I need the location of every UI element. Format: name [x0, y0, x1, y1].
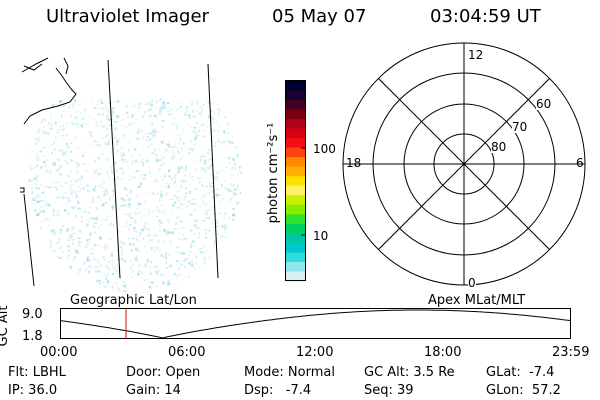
- mlt-label-12: 12: [468, 48, 484, 62]
- date-label: 05 May 07: [272, 6, 367, 27]
- color-scale-block: [286, 233, 306, 244]
- color-scale-block: [286, 185, 306, 196]
- color-scale-block: [286, 128, 306, 139]
- status-gain: Gain: 14: [126, 383, 181, 398]
- mlt-label-18: 18: [346, 156, 362, 170]
- status-glat: GLat: -7.4: [486, 365, 555, 380]
- instrument-title: Ultraviolet Imager: [46, 6, 209, 27]
- meridian-lines: [23, 59, 219, 287]
- colorbar-tick-10: 10: [313, 229, 329, 243]
- orbit-altitude-plot: [60, 308, 571, 339]
- color-scale-block: [286, 138, 306, 149]
- timeline-xtick-0600: 06:00: [168, 345, 206, 360]
- timeline-xtick-0000: 00:00: [40, 345, 78, 360]
- color-scale-block: [286, 204, 306, 215]
- color-scale-block: [286, 223, 306, 234]
- status-seq: Seq: 39: [364, 383, 414, 398]
- color-scale-block: [286, 242, 306, 254]
- status-mode: Mode: Normal: [244, 365, 335, 380]
- timeline-xtick-2359: 23:59: [552, 345, 590, 360]
- color-scale-frame: [285, 80, 306, 281]
- apex-panel-label: Apex MLat/MLT: [428, 293, 526, 308]
- status-dsp: Dsp: -7.4: [244, 383, 312, 398]
- color-scale-block: [286, 214, 306, 225]
- color-scale-block: [286, 252, 306, 263]
- color-scale-block: [286, 176, 306, 187]
- polar-mlt-plot: [342, 42, 586, 286]
- mlt-label-0: 0: [468, 276, 476, 290]
- mlat-label-60: 60: [536, 97, 552, 111]
- timeline-frame: [60, 308, 571, 339]
- status-glon: GLon: 57.2: [486, 383, 561, 398]
- status-door: Door: Open: [126, 365, 201, 380]
- mlat-label-70: 70: [512, 120, 528, 134]
- color-scale-block: [286, 81, 306, 92]
- orbit-altitude-curve: [60, 309, 571, 339]
- polar-diagonal-b: [378, 78, 550, 250]
- status-ip: IP: 36.0: [8, 383, 58, 398]
- color-scale-block: [286, 100, 306, 111]
- timeline-axis-label: GC Alt: [0, 305, 11, 347]
- timeline-xtick-1800: 18:00: [424, 345, 462, 360]
- timeline-ytick-high: 9.0: [22, 307, 43, 322]
- colorbar-tick-100: 100: [313, 142, 336, 156]
- color-scale-block: [286, 90, 306, 101]
- mlt-label-6: 6: [576, 156, 584, 170]
- color-scale-block: [286, 147, 306, 158]
- color-scale-block: [286, 119, 306, 130]
- color-scale-bar: [285, 80, 306, 282]
- status-gc-alt: GC Alt: 3.5 Re: [364, 365, 455, 380]
- coastline: [20, 57, 77, 193]
- geographic-map-panel: [20, 57, 242, 293]
- color-scale-block: [286, 271, 306, 282]
- color-scale-block: [286, 157, 306, 168]
- color-scale-block: [286, 166, 306, 177]
- timeline-xtick-1200: 12:00: [296, 345, 334, 360]
- color-scale-blocks: [286, 81, 306, 282]
- geographic-panel-label: Geographic Lat/Lon: [70, 293, 197, 308]
- color-scale-block: [286, 261, 306, 273]
- color-scale-block: [286, 109, 306, 120]
- status-flt: Flt: LBHL: [8, 365, 66, 380]
- time-label: 03:04:59 UT: [430, 6, 541, 27]
- mlat-label-80: 80: [491, 140, 507, 154]
- color-scale-block: [286, 195, 306, 206]
- colorbar-unit-label: photon cm⁻²s⁻¹: [266, 122, 281, 224]
- timeline-ytick-low: 1.8: [22, 329, 43, 344]
